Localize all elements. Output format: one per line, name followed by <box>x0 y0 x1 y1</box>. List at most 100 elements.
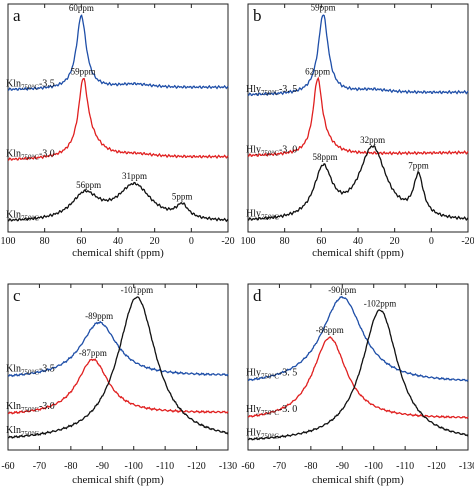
series-label: Kln750°C-3.0 <box>6 401 55 414</box>
series-label: Hly750°C <box>246 427 279 440</box>
plot-frame <box>247 283 469 451</box>
panel-letter: b <box>253 6 262 25</box>
x-tick-label: -60 <box>241 461 254 472</box>
peak-annotation: 59ppm <box>71 66 96 76</box>
peak-annotation: 32ppm <box>360 135 385 145</box>
series-label-base: Hly <box>246 84 261 95</box>
panel-letter: d <box>253 286 262 305</box>
panel-c: -60 -70 -80 -90 -100 -110 -120 -130 chemical shi… <box>1 283 237 486</box>
peak-annotation: 62ppm <box>305 66 330 76</box>
series-label-base: Hly <box>246 427 261 438</box>
series-label: Kln750°C-3.5 <box>6 79 55 92</box>
series-line-d-1 <box>247 335 469 419</box>
x-tick-label: -20 <box>461 236 474 247</box>
series-label-sub: 750°C <box>21 369 39 377</box>
series-label-base: Kln <box>6 209 21 220</box>
x-tick-label: 20 <box>150 236 160 247</box>
series-label-suffix: -3.0 <box>39 148 55 159</box>
series-label-sub: 750°C <box>261 409 279 417</box>
x-tick-label: 20 <box>390 236 400 247</box>
series-label: Hly750°C <box>246 208 279 221</box>
panel-letter: c <box>13 286 21 305</box>
peak-annotation: -87ppm <box>79 348 107 358</box>
peak-annotation: 31ppm <box>122 171 147 181</box>
x-tick-label: -70 <box>33 461 46 472</box>
series-label-sub: 750°C <box>261 213 279 221</box>
x-tick-label: -110 <box>156 461 174 472</box>
x-tick-label: -90 <box>336 461 349 472</box>
series-label-base: Kln <box>6 425 21 436</box>
panel-letter-box <box>249 5 269 25</box>
peak-annotation: -101ppm <box>121 285 154 295</box>
series-label-base: Kln <box>6 148 21 159</box>
x-tick-label: -110 <box>396 461 414 472</box>
x-tick-label: 40 <box>353 236 363 247</box>
x-tick-label: 80 <box>280 236 290 247</box>
plot-frame <box>7 283 229 451</box>
x-tick-label: -80 <box>304 461 317 472</box>
series-label: Kln750°C-3.5 <box>6 364 55 377</box>
x-tick-label: 40 <box>113 236 123 247</box>
panel-letter-box <box>249 285 269 305</box>
series-line-c-2 <box>7 296 229 439</box>
x-tick-label: -130 <box>459 461 474 472</box>
series-label: Kln750°C <box>6 209 39 222</box>
series-label-base: Hly <box>246 145 261 156</box>
x-tick-label: 100 <box>1 236 16 247</box>
series-line-a-0 <box>7 14 229 91</box>
x-tick-label: -120 <box>187 461 205 472</box>
x-axis-label: chemical shift (ppm) <box>72 247 164 259</box>
plot-frame <box>7 3 229 233</box>
x-axis-label: chemical shift (ppm) <box>312 247 404 259</box>
series-label-sub: 750°C <box>261 150 279 158</box>
series-label-sub: 750°C <box>261 89 279 97</box>
series-label-base: Hly <box>246 368 261 379</box>
peak-annotation: 7ppm <box>408 160 429 170</box>
panel-letter: a <box>13 6 21 25</box>
series-label: Hly750°C-3. 5 <box>246 84 297 97</box>
series-label-suffix: -3.0 <box>39 401 55 412</box>
peak-annotation: -89ppm <box>85 311 113 321</box>
series-label-sub: 750°C <box>261 432 279 440</box>
panel-letter-box <box>9 285 29 305</box>
series-label-base: Hly <box>246 404 261 415</box>
series-line-c-0 <box>7 320 229 378</box>
x-tick-label: 100 <box>241 236 256 247</box>
x-tick-label: -100 <box>365 461 383 472</box>
series-label-base: Kln <box>6 364 21 375</box>
series-label-suffix: -3. 5 <box>279 368 297 379</box>
series-label: Hly750°C-3. 5 <box>246 368 297 381</box>
x-tick-label: 80 <box>40 236 50 247</box>
peak-annotation: 5ppm <box>172 191 193 201</box>
x-tick-label: -120 <box>427 461 445 472</box>
series-label-suffix: -3. 0 <box>279 404 297 415</box>
series-label: Hly750°C-3. 0 <box>246 145 297 158</box>
series-label: Kln750°C <box>6 425 39 438</box>
peak-annotation: -86ppm <box>316 325 344 335</box>
x-tick-label: 0 <box>189 236 194 247</box>
series-label-base: Kln <box>6 401 21 412</box>
x-tick-label: -90 <box>96 461 109 472</box>
series-label-suffix: -3.5 <box>39 79 55 90</box>
x-tick-label: 0 <box>429 236 434 247</box>
panel-letter-box <box>9 5 29 25</box>
series-line-b-0 <box>247 14 469 97</box>
series-label-sub: 750°C <box>21 214 39 222</box>
peak-annotation: -90ppm <box>328 285 356 295</box>
x-tick-label: -80 <box>64 461 77 472</box>
peak-annotation: 56ppm <box>76 180 101 190</box>
series-line-b-1 <box>247 76 469 157</box>
peak-annotation: 58ppm <box>312 152 337 162</box>
series-label-suffix: -3.5 <box>39 364 55 375</box>
series-label-suffix: -3. 0 <box>279 145 297 156</box>
x-axis-label: chemical shift (ppm) <box>312 474 404 486</box>
x-axis-label: chemical shift (ppm) <box>72 474 164 486</box>
series-label-base: Kln <box>6 79 21 90</box>
x-tick-label: -60 <box>1 461 14 472</box>
series-label-sub: 750°C <box>21 84 39 92</box>
series-label-sub: 750°C <box>21 406 39 414</box>
series-label: Hly750°C-3. 0 <box>246 404 297 417</box>
peak-annotation: -102ppm <box>364 298 397 308</box>
